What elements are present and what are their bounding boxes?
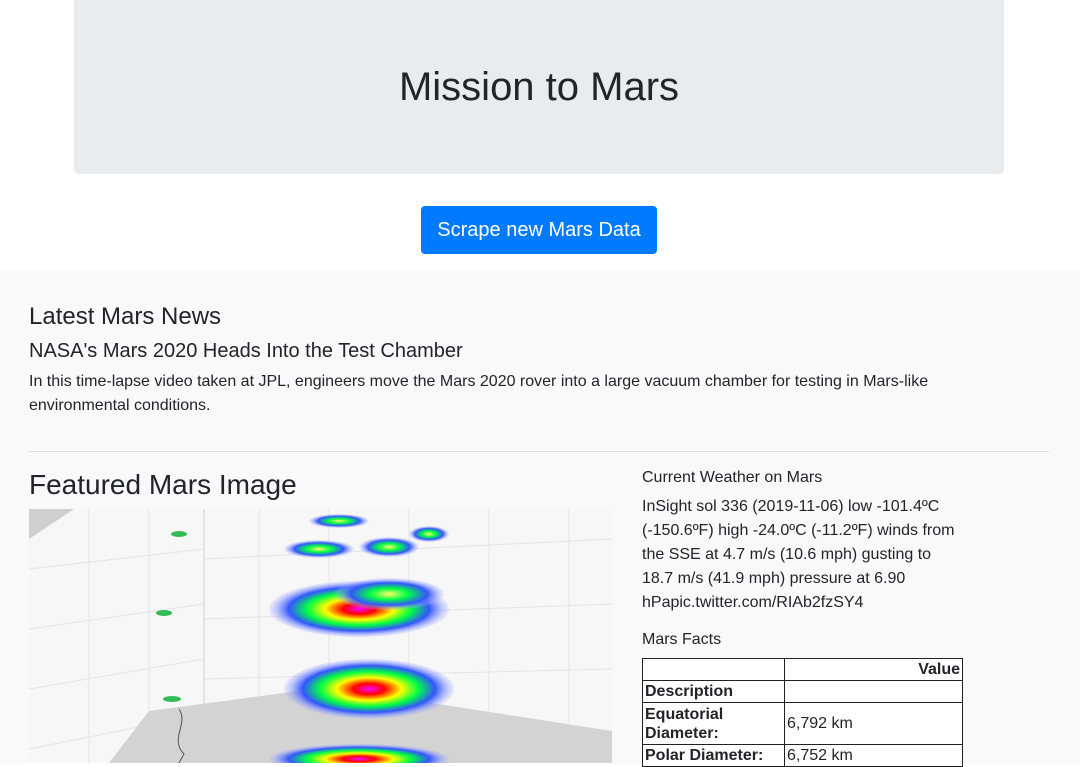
section-divider: [29, 451, 1049, 452]
featured-image-heading: Featured Mars Image: [29, 469, 297, 500]
table-index-label: Description: [642, 680, 785, 703]
table-row-label: Equatorial Diameter:: [642, 702, 785, 745]
news-heading: Latest Mars News: [29, 303, 222, 330]
news-paragraph: In this time-lapse video taken at JPL, e…: [29, 373, 929, 414]
table-index-blank: [784, 680, 963, 703]
jumbotron-header: Mission to Mars: [74, 0, 1004, 174]
news-title: NASA's Mars 2020 Heads Into the Test Cha…: [29, 340, 463, 362]
table-row-label: Polar Diameter:: [642, 744, 785, 767]
table-row-value: 6,752 km: [784, 744, 963, 767]
mars-facts-table: Value Description Equatorial Diameter: 6…: [642, 658, 963, 767]
table-header-row: Value: [642, 658, 963, 681]
table-row: Polar Diameter: 6,752 km: [642, 744, 963, 767]
table-index-row: Description: [642, 680, 963, 703]
featured-mars-image: [29, 509, 612, 763]
table-row: Equatorial Diameter: 6,792 km: [642, 702, 963, 745]
main-content: Latest Mars News NASA's Mars 2020 Heads …: [0, 270, 1080, 767]
weather-text: InSight sol 336 (2019-11-06) low -101.4º…: [642, 498, 955, 611]
scrape-button[interactable]: Scrape new Mars Data: [421, 206, 657, 254]
page-title: Mission to Mars: [398, 64, 680, 109]
table-row-value: 6,792 km: [784, 702, 963, 745]
news-section: Latest Mars News NASA's Mars 2020 Heads …: [29, 302, 1049, 418]
table-header-blank: [642, 658, 785, 681]
featured-image-graphic: [29, 509, 612, 763]
weather-heading: Current Weather on Mars: [642, 469, 823, 486]
facts-heading: Mars Facts: [642, 631, 722, 648]
table-header-value: Value: [784, 658, 963, 681]
